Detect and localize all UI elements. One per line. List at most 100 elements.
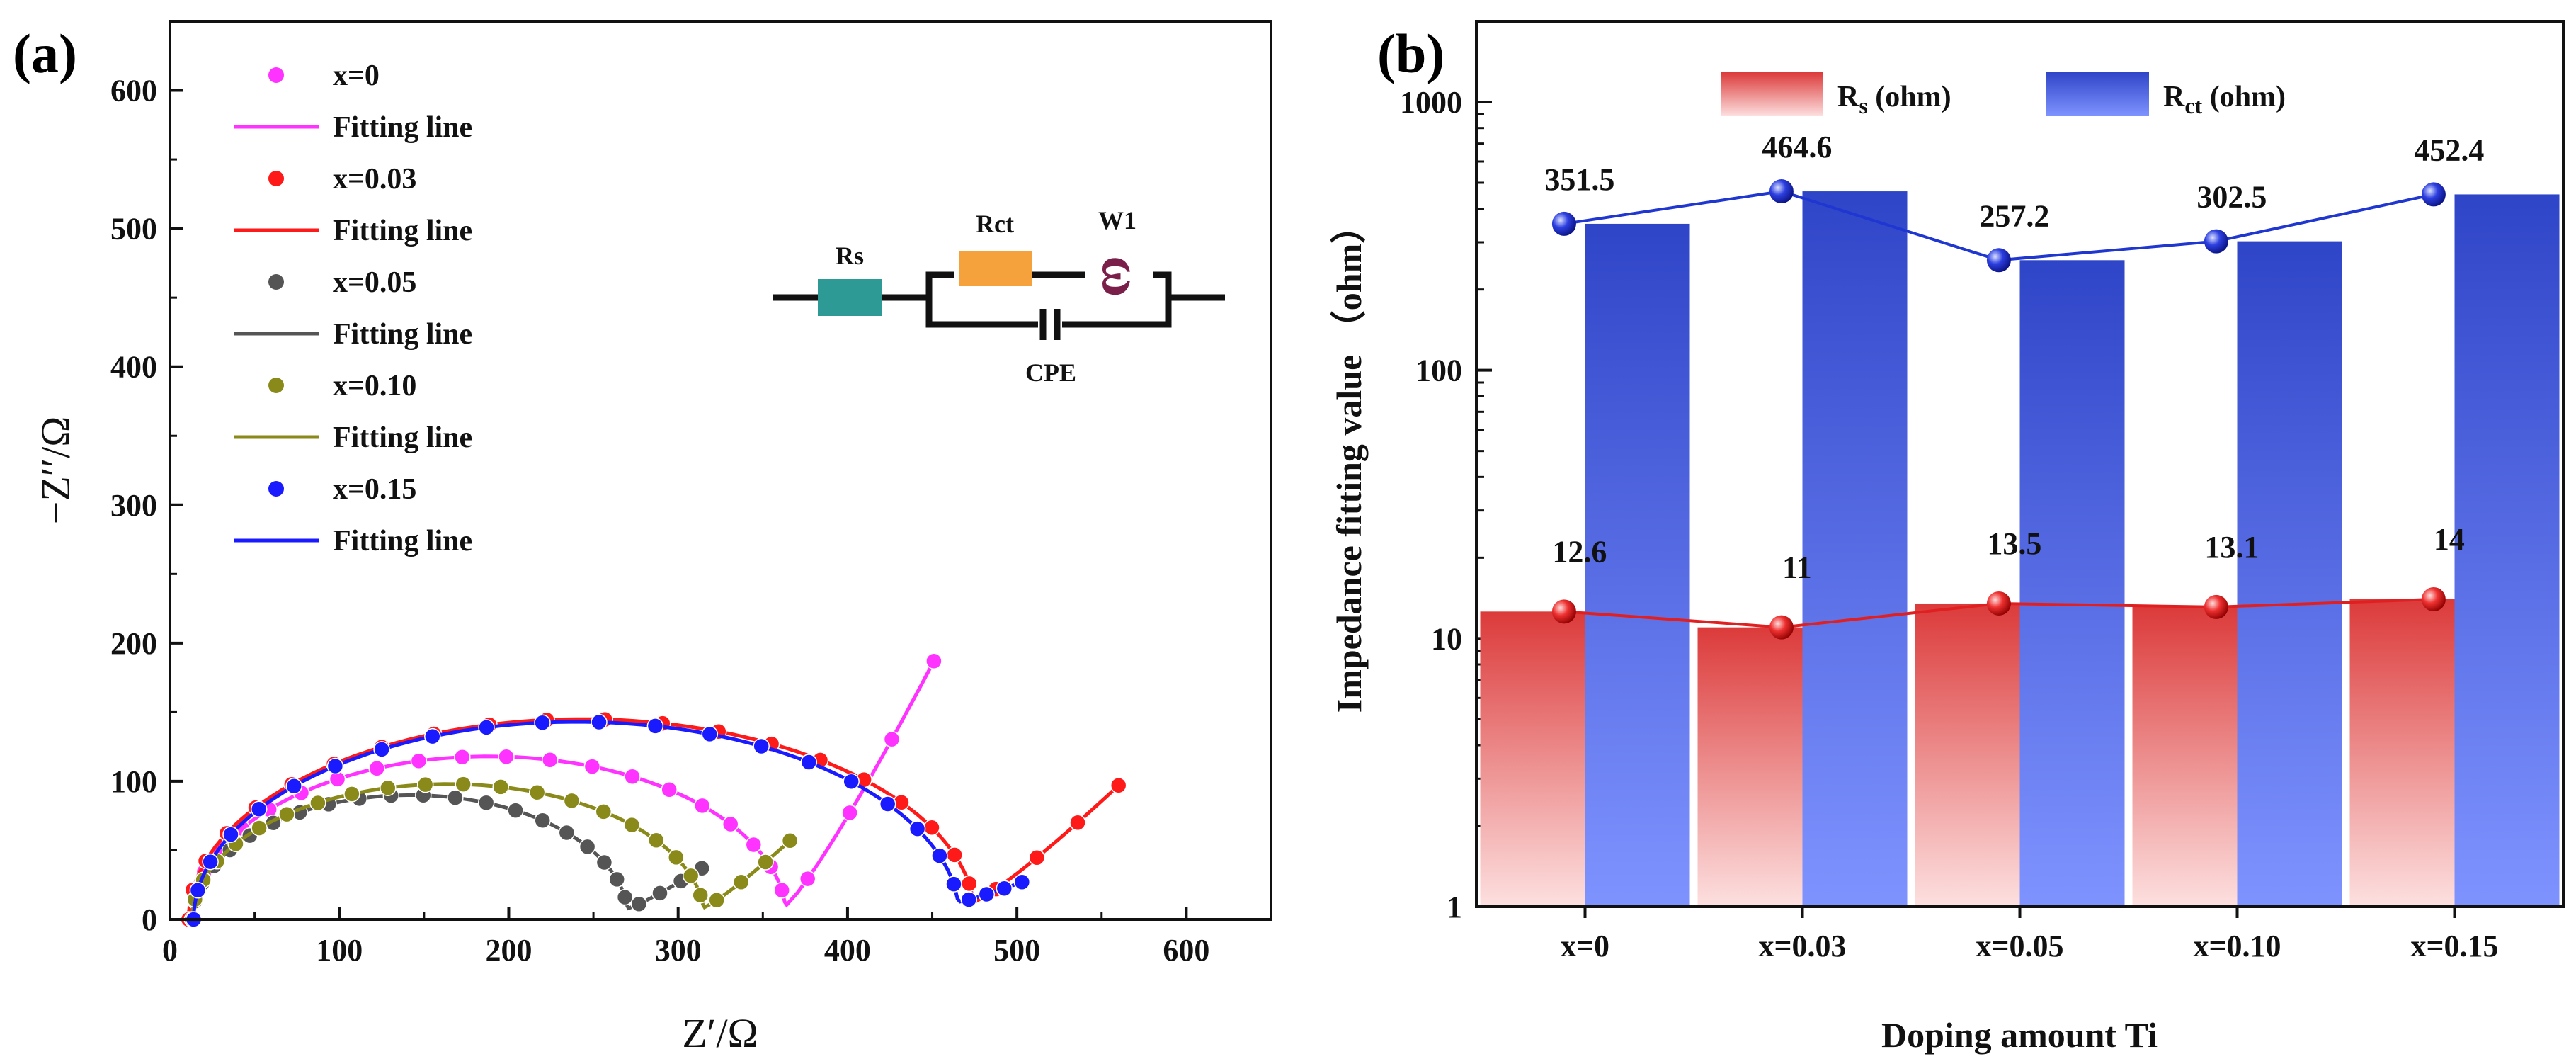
data-point-3-36 [380, 779, 397, 796]
data-point-3-28 [309, 794, 326, 812]
x-tick-label-6: 600 [1163, 933, 1209, 968]
rs-resistor [818, 279, 882, 316]
data-point-1-88 [1028, 849, 1046, 866]
rs-bar-3 [2132, 606, 2238, 907]
category-label-3: x=0.10 [2193, 929, 2281, 963]
rct-bar-0 [1585, 223, 1690, 907]
legend-label-4: x=0.15 [333, 473, 416, 506]
rs-value-0: 12.6 [1552, 534, 1607, 569]
data-point-0-56 [624, 768, 641, 785]
category-label-4: x=0.15 [2410, 929, 2498, 963]
panel-a-label: (a) [13, 23, 77, 84]
data-point-2-68 [579, 838, 596, 856]
bar-chart-y-axis-title: Impedance fitting value （ohm） [1329, 208, 1369, 713]
legend-label-0: x=0 [333, 60, 380, 92]
legend-marker-1 [268, 171, 284, 186]
category-label-0: x=0 [1561, 929, 1609, 963]
x-tick-label-0: 0 [162, 933, 178, 968]
x-tick-label-3: 300 [655, 933, 702, 968]
legend-label-3: x=0.10 [333, 370, 416, 402]
data-point-3-52 [528, 783, 546, 801]
legend-marker-2 [268, 274, 284, 290]
rs-point-4 [2421, 587, 2446, 611]
b-y-tick-label-0: 1 [1447, 890, 1462, 924]
rct-bar-2 [2019, 260, 2125, 907]
data-point-3-44 [455, 776, 472, 793]
rs-point-3 [2204, 594, 2228, 619]
legend-label-1: Rct (ohm) [2163, 81, 2286, 118]
legend-fit-label-0: Fitting line [333, 111, 472, 144]
legend-marker-4 [268, 481, 284, 497]
y-tick-label-0: 0 [142, 902, 157, 937]
rct-value-2: 257.2 [1979, 198, 2049, 233]
rs-label: Rs [836, 242, 864, 270]
data-point-4-80 [945, 876, 962, 893]
data-point-2-84 [630, 895, 648, 912]
data-point-3-68 [648, 832, 665, 849]
data-point-2-56 [507, 802, 524, 819]
data-point-2-88 [651, 885, 668, 902]
b-y-tick-label-3: 1000 [1400, 85, 1462, 120]
data-point-4-12 [222, 826, 239, 843]
data-point-3-96 [781, 832, 799, 849]
y-tick-label-2: 200 [110, 626, 157, 661]
data-point-0-84 [799, 870, 816, 888]
data-point-3-24 [278, 805, 295, 823]
bar-chart-ticks: 1 10 100 1000 x=0 x=0.03 x=0.05 x=0.10 x=0.15 [1400, 85, 2499, 963]
rct-value-4: 452.4 [2414, 132, 2484, 167]
data-point-0-36 [410, 752, 428, 770]
nyquist-curves [180, 652, 1127, 928]
bar-chart-lines: 351.5 464.6 257.2 302.5 452.4 12.6 11 13.5 13.1 1… [1544, 130, 2484, 640]
data-point-0-88 [841, 804, 858, 822]
equivalent-circuit: ω Rs Rct W1 CPE [773, 206, 1225, 387]
data-point-1-96 [1110, 777, 1127, 794]
nyquist-y-axis-title: −Z′′/Ω [33, 417, 79, 525]
data-point-4-96 [1013, 873, 1031, 891]
data-point-4-32 [424, 727, 441, 745]
data-point-4-88 [978, 885, 996, 903]
category-label-1: x=0.03 [1758, 929, 1846, 963]
rs-point-2 [1986, 591, 2011, 616]
data-point-4-64 [843, 773, 860, 791]
rct-point-3 [2204, 229, 2228, 254]
data-point-2-52 [477, 794, 495, 812]
y-tick-label-6: 600 [110, 74, 157, 108]
data-point-3-60 [595, 803, 612, 820]
data-point-4-84 [960, 891, 978, 908]
legend-fit-label-2: Fitting line [333, 318, 472, 351]
y-tick-label-1: 100 [110, 764, 157, 799]
legend-fit-label-4: Fitting line [333, 525, 472, 557]
rs-value-4: 14 [2434, 522, 2465, 557]
bar-chart-x-axis-title: Doping amount Ti [1881, 1015, 2158, 1055]
data-point-1-76 [946, 846, 963, 863]
rs-value-2: 13.5 [1987, 526, 2041, 561]
rs-value-1: 11 [1782, 550, 1812, 585]
data-point-4-52 [701, 725, 719, 743]
data-point-0-40 [454, 748, 471, 766]
data-point-4-72 [908, 820, 926, 837]
rs-bar-0 [1480, 611, 1585, 907]
data-point-0-68 [722, 815, 739, 833]
data-point-0-80 [773, 882, 790, 899]
data-point-3-56 [563, 792, 581, 810]
rct-point-1 [1769, 179, 1794, 204]
data-point-4-60 [800, 754, 818, 771]
data-point-0-52 [583, 758, 601, 775]
fitting-line-4 [192, 720, 1023, 920]
b-y-tick-label-1: 10 [1431, 621, 1462, 656]
rct-point-4 [2421, 182, 2446, 207]
data-point-3-48 [492, 778, 509, 795]
legend-marker-3 [268, 378, 284, 393]
data-point-4-28 [373, 741, 390, 758]
data-point-4-48 [646, 718, 664, 735]
x-tick-label-1: 100 [316, 933, 363, 968]
rs-point-1 [1769, 615, 1794, 640]
data-point-4-56 [753, 737, 770, 755]
rct-point-0 [1551, 211, 1576, 236]
legend-label-0: Rs (ohm) [1837, 81, 1951, 118]
rct-point-2 [1986, 248, 2011, 273]
data-point-2-76 [608, 871, 625, 888]
b-y-tick-label-2: 100 [1415, 353, 1462, 388]
data-point-4-20 [285, 778, 302, 795]
legend-label-2: x=0.05 [333, 266, 416, 299]
